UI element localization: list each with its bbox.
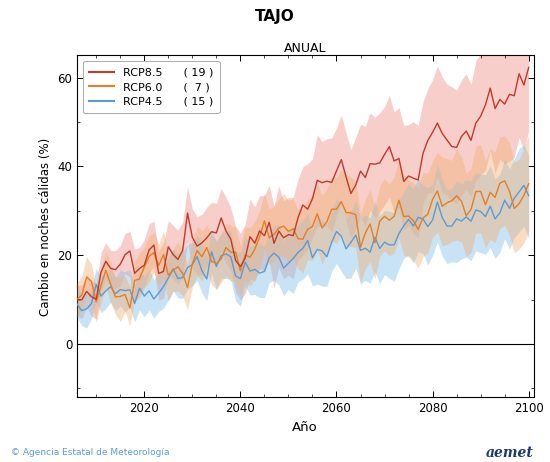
Text: © Agencia Estatal de Meteorología: © Agencia Estatal de Meteorología (11, 449, 169, 457)
X-axis label: Año: Año (293, 421, 318, 434)
Text: aemet: aemet (486, 446, 534, 460)
Title: ANUAL: ANUAL (284, 43, 327, 55)
Y-axis label: Cambio en noches cálidas (%): Cambio en noches cálidas (%) (39, 137, 52, 316)
Legend: RCP8.5      ( 19 ), RCP6.0      (  7 ), RCP4.5      ( 15 ): RCP8.5 ( 19 ), RCP6.0 ( 7 ), RCP4.5 ( 15… (82, 61, 219, 113)
Text: TAJO: TAJO (255, 9, 295, 24)
